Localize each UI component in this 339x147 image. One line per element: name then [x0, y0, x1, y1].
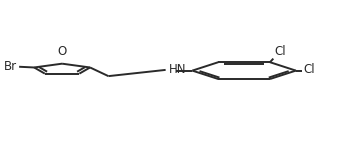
Text: HN: HN: [169, 63, 186, 76]
Text: Cl: Cl: [303, 63, 315, 76]
Text: O: O: [58, 45, 67, 58]
Text: Cl: Cl: [274, 45, 286, 58]
Text: Br: Br: [4, 60, 17, 72]
